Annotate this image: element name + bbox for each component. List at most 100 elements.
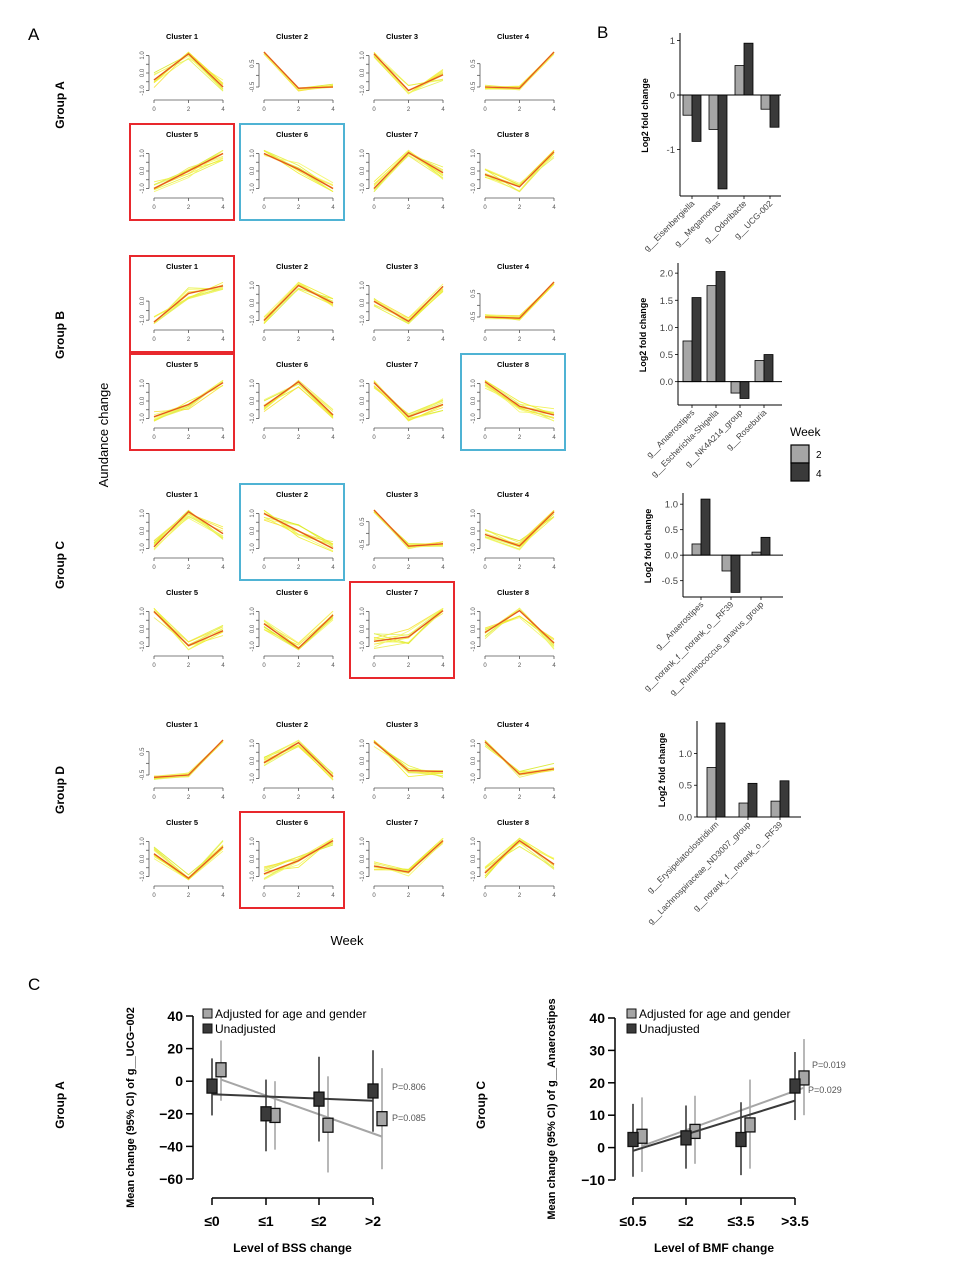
member-line xyxy=(484,282,555,317)
y-tick-label: 1.0 xyxy=(250,379,256,388)
x-tick-label: 2 xyxy=(518,663,522,669)
point-marker xyxy=(627,1131,639,1148)
x-tick-label: 2 xyxy=(407,795,411,801)
member-line xyxy=(484,282,555,319)
cluster-group: Group A Cluster 1 -1.0 0.0 1.0 0 2 4 Cluster 2 -0… xyxy=(53,32,556,221)
y-tick-label: 0.0 xyxy=(360,396,366,405)
member-line xyxy=(153,55,224,91)
member-line xyxy=(263,52,334,89)
y-tick-label: 0.0 xyxy=(250,756,256,765)
cluster-title: Cluster 4 xyxy=(497,720,530,729)
member-line xyxy=(373,385,444,421)
point-marker xyxy=(744,1117,756,1133)
cluster-group: Group C Cluster 1 -1.0 0.0 1.0 0 2 4 Cluster 2 -1… xyxy=(53,483,556,679)
y-axis-title: Log2 fold change xyxy=(640,78,650,153)
legend: Week 2 4 xyxy=(790,425,822,482)
cluster-plot: Cluster 4 -1.0 0.0 1.0 0 2 4 xyxy=(471,720,556,801)
x-tick-label: 4 xyxy=(221,107,225,113)
centroid-line xyxy=(373,741,444,772)
y-tick-label: -1.0 xyxy=(140,641,146,652)
panel-letter-c: C xyxy=(28,975,40,994)
y-tick-label: 20 xyxy=(167,1041,183,1057)
y-tick-label: 0.0 xyxy=(140,396,146,405)
y-tick-label: -0.5 xyxy=(662,576,678,587)
centroid-line xyxy=(484,610,555,644)
point-marker xyxy=(215,1062,227,1078)
y-tick-label: 0.5 xyxy=(140,747,146,756)
y-tick-label: 0.0 xyxy=(471,166,477,175)
cluster-title: Cluster 1 xyxy=(166,32,198,41)
y-tick-label: 2.0 xyxy=(660,269,673,280)
y-tick-label: 0.0 xyxy=(250,166,256,175)
y-tick-label: 0.0 xyxy=(250,526,256,535)
y-tick-label: 1.0 xyxy=(140,149,146,158)
member-line xyxy=(373,54,444,95)
member-line xyxy=(373,838,444,871)
x-tick-label: 2 xyxy=(407,107,411,113)
cluster-plot: Cluster 7 -1.0 0.0 1.0 0 2 4 xyxy=(349,581,455,679)
x-tick-label: 4 xyxy=(552,893,556,899)
x-tick-label: 4 xyxy=(441,205,445,211)
member-line xyxy=(484,155,555,184)
x-tick-label: 0 xyxy=(372,205,376,211)
member-line xyxy=(373,838,444,874)
cluster-plot: Cluster 7 -1.0 0.0 1.0 0 2 4 xyxy=(360,818,445,899)
y-tick-label: -1.0 xyxy=(360,641,366,652)
y-tick-label: 0 xyxy=(597,1140,605,1156)
cluster-title: Cluster 6 xyxy=(276,360,308,369)
y-tick-label: -1.0 xyxy=(360,85,366,96)
x-tick-label: 4 xyxy=(331,795,335,801)
x-tick-label: 2 xyxy=(407,337,411,343)
cluster-title: Cluster 1 xyxy=(166,490,198,499)
panel-a-y-label: Aundance change xyxy=(96,383,111,488)
y-axis-title: Log2 fold change xyxy=(638,298,648,373)
x-tick-label: 0 xyxy=(372,565,376,571)
member-line xyxy=(153,513,224,551)
y-tick-label: 1.0 xyxy=(679,749,692,760)
member-line xyxy=(263,837,334,879)
bar-week-2 xyxy=(730,381,741,394)
member-line xyxy=(373,510,444,549)
x-tick-label: 4 xyxy=(221,205,225,211)
legend-swatch-week-4 xyxy=(790,462,810,482)
y-tick-label: 0.0 xyxy=(140,624,146,633)
bar-week-4 xyxy=(700,498,711,556)
point-marker xyxy=(322,1117,334,1133)
y-tick-label: 1.0 xyxy=(471,607,477,616)
member-line xyxy=(263,745,334,776)
y-tick-label: 1.0 xyxy=(471,149,477,158)
y-tick-label: 0.0 xyxy=(140,854,146,863)
centroid-line xyxy=(373,286,444,322)
x-tick-label: 2 xyxy=(187,205,191,211)
cluster-plot: Cluster 1 -1.0 0.0 1.0 0 2 4 xyxy=(140,32,225,113)
highlight-box-blue xyxy=(239,123,345,221)
member-line xyxy=(263,838,334,872)
x-tick-label: ≤2 xyxy=(678,1213,694,1229)
member-line xyxy=(373,607,444,636)
y-tick-label: 1.5 xyxy=(660,296,673,307)
x-tick-label: 2 xyxy=(407,565,411,571)
centroid-line xyxy=(484,151,555,188)
x-tick-label: 0 xyxy=(483,893,487,899)
y-tick-label: 0.0 xyxy=(140,68,146,77)
centroid-shadow xyxy=(484,51,555,89)
centroid-line xyxy=(484,381,555,416)
y-tick-label: 0.5 xyxy=(360,517,366,526)
y-tick-label: 0.0 xyxy=(679,813,692,824)
y-tick-label: −10 xyxy=(581,1172,605,1188)
x-tick-label: 4 xyxy=(552,337,556,343)
y-tick-label: 0.0 xyxy=(360,298,366,307)
cluster-title: Cluster 3 xyxy=(386,32,418,41)
member-line xyxy=(484,52,555,89)
y-tick-label: -1.0 xyxy=(471,773,477,784)
y-tick-label: 0.5 xyxy=(660,350,673,361)
x-tick-label: 2 xyxy=(518,435,522,441)
x-tick-label: 2 xyxy=(187,663,191,669)
y-tick-label: 1.0 xyxy=(250,837,256,846)
y-tick-label: 0.0 xyxy=(140,166,146,175)
x-tick-label: 4 xyxy=(331,663,335,669)
bar-week-4 xyxy=(763,354,774,383)
x-tick-label: 0 xyxy=(262,337,266,343)
